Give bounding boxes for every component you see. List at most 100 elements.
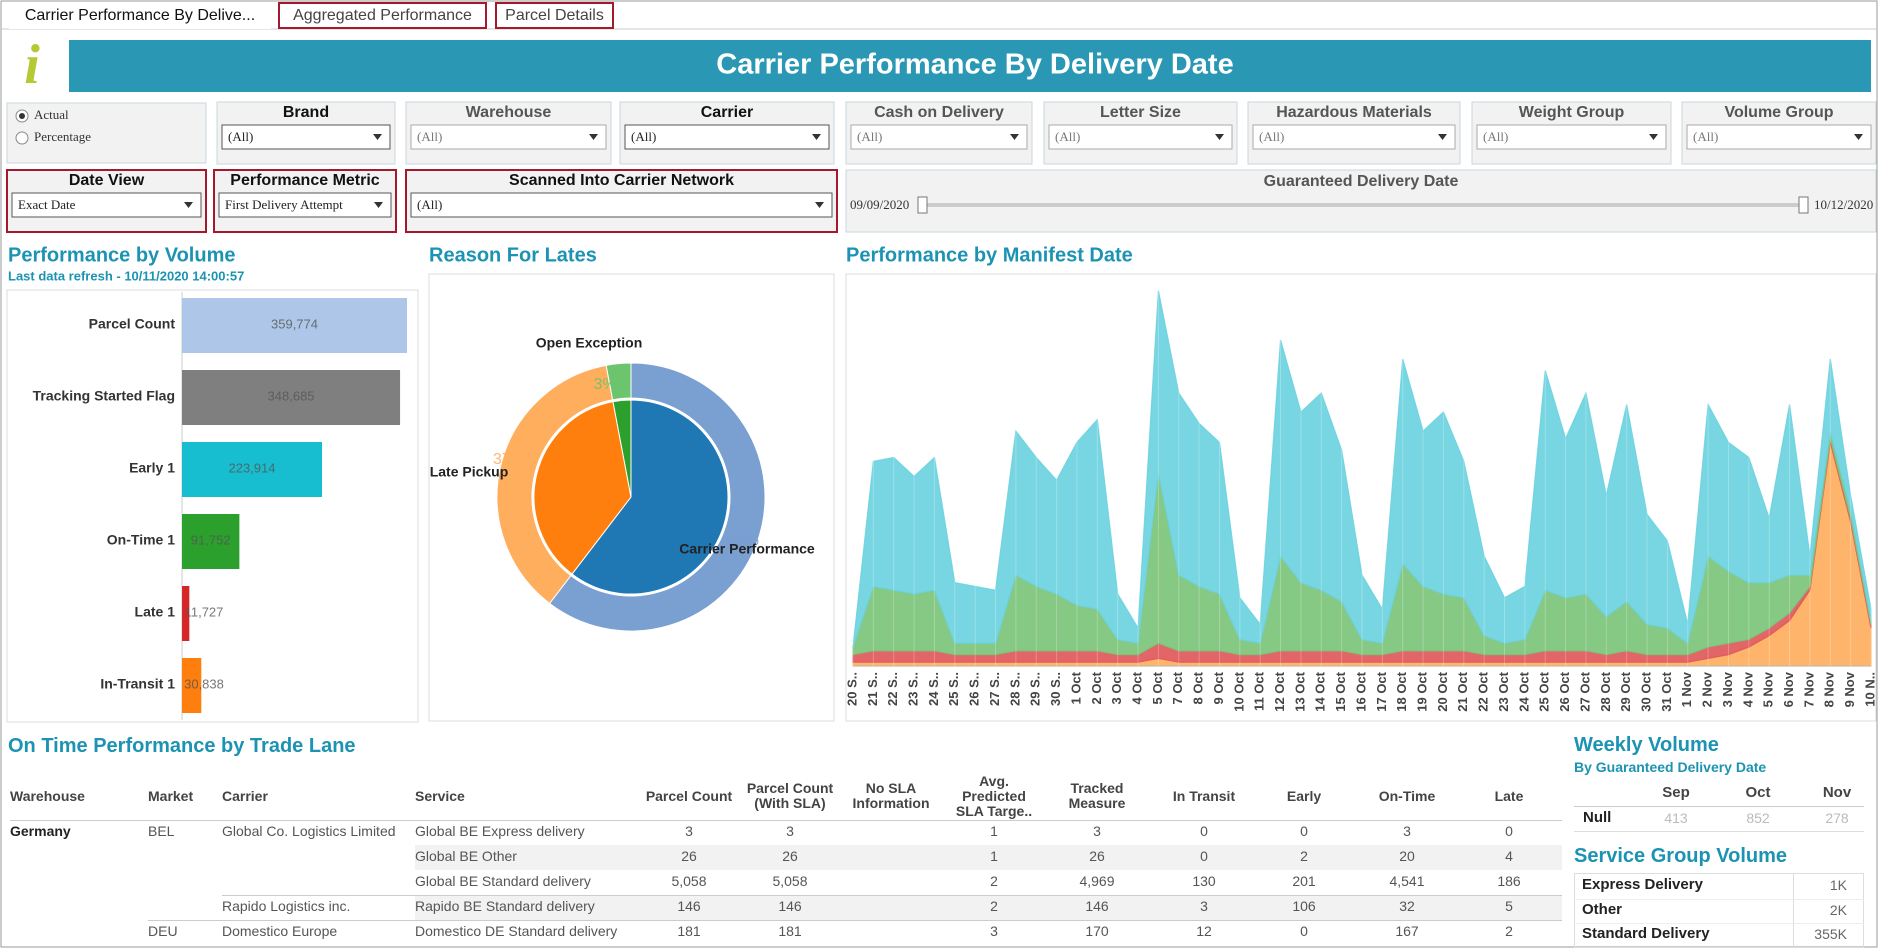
row-label: Other xyxy=(1582,900,1623,918)
x-tick-label: 17 Oct xyxy=(1374,671,1389,711)
column-header: Service xyxy=(415,787,465,804)
dropdown[interactable] xyxy=(1048,124,1233,150)
x-tick-label: 2 Oct xyxy=(1089,671,1104,704)
dropdown[interactable] xyxy=(410,124,607,150)
x-tick-label: 24 Oct xyxy=(1516,671,1531,711)
row-divider xyxy=(1574,898,1864,900)
dropdown-value[interactable]: (All) xyxy=(1693,129,1718,144)
table-cell: 2 xyxy=(990,873,998,889)
x-tick-label: 29 Oct xyxy=(1618,671,1633,711)
table-cell: 186 xyxy=(1497,873,1521,889)
filter-label: Warehouse xyxy=(466,104,552,121)
dropdown-value[interactable]: (All) xyxy=(1483,129,1508,144)
dropdown-arrow xyxy=(1010,134,1019,140)
table-cell: 2 xyxy=(990,898,998,914)
table-cell: Domestico Europe xyxy=(222,923,338,939)
table-cell: 3 xyxy=(1200,898,1208,914)
x-tick-label: 11 Oct xyxy=(1252,671,1267,711)
table-cell: Rapido Logistics inc. xyxy=(222,898,351,914)
dropdown-arrow xyxy=(1215,134,1224,140)
slider-handle[interactable] xyxy=(1798,196,1809,214)
data-label: 11,727 xyxy=(185,604,224,619)
table-cell: 146 xyxy=(677,898,701,914)
table-cell: Global BE Standard delivery xyxy=(415,873,591,889)
x-tick-label: 9 Oct xyxy=(1211,671,1226,704)
row-divider xyxy=(148,920,1562,921)
table-cell: 2K xyxy=(1829,901,1847,918)
table-cell: Global BE Express delivery xyxy=(415,823,585,839)
table-cell: 4,541 xyxy=(1389,873,1425,889)
table-cell: 26 xyxy=(681,848,697,864)
radio-label[interactable]: Actual xyxy=(34,107,69,122)
chart-title: Performance by Manifest Date xyxy=(846,244,1133,266)
column-header: Early xyxy=(1286,787,1322,804)
slider-end: 10/12/2020 xyxy=(1814,197,1873,212)
tab[interactable] xyxy=(278,2,487,29)
table-cell: 170 xyxy=(1085,923,1109,939)
radio-button[interactable] xyxy=(15,131,29,145)
slider-handle[interactable] xyxy=(917,196,928,214)
dropdown[interactable] xyxy=(1686,124,1872,150)
table-cell: 201 xyxy=(1292,873,1316,889)
filter-label: Carrier xyxy=(701,104,753,121)
dropdown-value[interactable]: (All) xyxy=(417,197,442,212)
row-label: Standard Delivery xyxy=(1582,925,1710,942)
dropdown[interactable] xyxy=(1252,124,1456,150)
row-divider xyxy=(1574,831,1864,832)
column-header: Warehouse xyxy=(10,787,85,804)
dropdown[interactable] xyxy=(850,124,1028,150)
dropdown[interactable] xyxy=(218,192,392,218)
tab-label[interactable]: Parcel Details xyxy=(505,7,604,24)
column-header: Parcel Count (With SLA) xyxy=(746,780,834,811)
tab[interactable] xyxy=(495,2,614,29)
x-tick-label: 31 Oct xyxy=(1659,671,1674,711)
dropdown-value[interactable]: (All) xyxy=(1259,129,1284,144)
radio-label[interactable]: Percentage xyxy=(34,129,91,144)
pie-slice xyxy=(571,399,729,595)
x-tick-label: 22 Oct xyxy=(1476,671,1491,711)
x-tick-label: 8 Nov xyxy=(1822,671,1837,707)
section-title: Weekly Volume xyxy=(1574,734,1719,756)
pie-slice xyxy=(533,401,632,575)
radio-box xyxy=(6,102,207,164)
dropdown[interactable] xyxy=(1476,124,1667,150)
table-cell: 278 xyxy=(1825,810,1849,826)
filter-label: Volume Group xyxy=(1724,104,1833,121)
tab-label[interactable]: Carrier Performance By Delive... xyxy=(25,7,255,24)
section-title: On Time Performance by Trade Lane xyxy=(8,735,356,757)
dropdown-value[interactable]: First Delivery Attempt xyxy=(225,197,343,212)
tab[interactable] xyxy=(9,2,271,29)
table-cell: 26 xyxy=(782,848,798,864)
table-cell: 0 xyxy=(1200,848,1208,864)
x-tick-label: 15 Oct xyxy=(1333,671,1348,711)
dropdown-value[interactable]: Exact Date xyxy=(18,197,76,212)
percent-label: 61% xyxy=(727,532,759,549)
dropdown[interactable] xyxy=(624,124,830,150)
table-cell: 1 xyxy=(990,848,998,864)
dropdown-value[interactable]: (All) xyxy=(228,129,253,144)
table-cell: Domestico DE Standard delivery xyxy=(415,923,618,939)
dropdown-value[interactable]: (All) xyxy=(1055,129,1080,144)
x-tick-label: 27 Oct xyxy=(1577,671,1592,711)
dropdown[interactable] xyxy=(410,192,833,218)
dropdown[interactable] xyxy=(221,124,391,150)
x-tick-label: 23 Oct xyxy=(1496,671,1511,711)
percent-label: 37% xyxy=(493,451,525,468)
x-tick-label: 23 S.. xyxy=(906,672,921,706)
table-cell: Rapido BE Standard delivery xyxy=(415,898,595,914)
x-tick-label: 24 S.. xyxy=(926,672,941,706)
dropdown-value[interactable]: (All) xyxy=(631,129,656,144)
x-tick-label: 22 S.. xyxy=(885,672,900,706)
dropdown[interactable] xyxy=(11,192,202,218)
dropdown-arrow xyxy=(374,202,383,208)
tab-label[interactable]: Aggregated Performance xyxy=(293,7,472,24)
dropdown-arrow xyxy=(184,202,193,208)
dropdown-value[interactable]: (All) xyxy=(857,129,882,144)
bar xyxy=(182,370,401,425)
dropdown-value[interactable]: (All) xyxy=(417,129,442,144)
table-cell: 106 xyxy=(1292,898,1316,914)
ring-slice xyxy=(548,362,766,632)
x-tick-label: 9 Nov xyxy=(1842,671,1857,707)
